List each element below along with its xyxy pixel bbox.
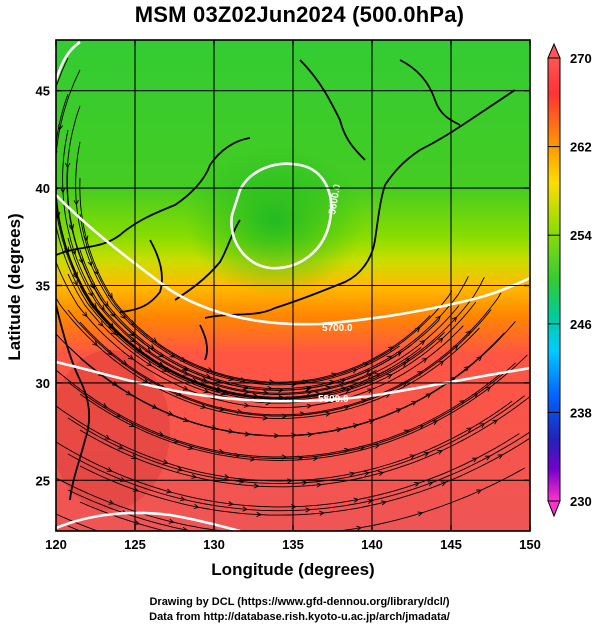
streamline	[67, 525, 82, 531]
streamline	[79, 437, 530, 516]
x-tick-label: 125	[124, 537, 146, 552]
x-axis: 120 125 130 135 140 145 150	[45, 40, 541, 552]
colorbar-bottom-cap	[547, 500, 561, 518]
colorbar-tick-label: 230	[570, 494, 592, 509]
x-tick-label: 120	[45, 537, 67, 552]
colorbar-tick-label: 254	[570, 228, 592, 243]
colorbar-tick-label: 262	[570, 140, 592, 155]
colorbar: 270 262 254 246 238 230	[547, 42, 592, 518]
streamline	[67, 431, 530, 512]
streamline	[67, 489, 194, 531]
colorbar-body	[547, 57, 561, 502]
contour-5600-nw	[56, 40, 81, 81]
streamline	[79, 395, 530, 488]
footer-credit-data: Data from http://database.rish.kyoto-u.a…	[149, 611, 450, 623]
coastlines	[56, 59, 516, 501]
colorbar-tick-label: 246	[570, 317, 592, 332]
lat-lon-grid	[56, 40, 530, 531]
contour-5700	[56, 194, 530, 326]
streamline	[67, 395, 525, 484]
footer-credit-drawing: Drawing by DCL (https://www.gfd-dennou.o…	[149, 596, 450, 608]
colorbar-tick-label: 238	[570, 405, 592, 420]
streamline	[67, 237, 460, 395]
x-tick-label: 140	[361, 537, 383, 552]
chart-title: MSM 03Z02Jun2024 (500.0hPa)	[134, 2, 465, 27]
contour-label-5600: 5600.0	[327, 183, 343, 215]
streamline	[56, 433, 520, 508]
contour-5600-low	[230, 162, 333, 270]
x-tick-label: 135	[282, 537, 304, 552]
y-tick-label: 30	[36, 376, 50, 391]
streamline	[79, 292, 502, 416]
streamline	[56, 57, 69, 89]
streamline	[56, 261, 464, 409]
streamline	[79, 276, 485, 400]
streamline	[79, 321, 516, 437]
x-tick-label: 130	[203, 537, 225, 552]
streamline	[56, 369, 504, 458]
streamline	[67, 362, 516, 459]
contour-south	[56, 511, 241, 531]
colorbar-tick-label: 270	[570, 51, 592, 66]
x-tick-label: 145	[440, 537, 462, 552]
streamline	[62, 129, 377, 394]
streamline-arrow	[56, 187, 58, 193]
y-axis-label: Latitude (degrees)	[5, 213, 24, 360]
y-tick-label: 40	[36, 181, 50, 196]
contour-label-5700: 5700.0	[322, 323, 353, 334]
contour-label-5800: 5800.0	[318, 394, 349, 405]
streamline	[56, 400, 513, 482]
x-tick-label: 150	[519, 537, 541, 552]
y-tick-label: 35	[36, 279, 50, 294]
streamline	[79, 501, 168, 531]
y-tick-label: 25	[36, 473, 50, 488]
streamline	[79, 249, 469, 390]
streamline	[75, 141, 400, 386]
y-axis: 25 30 35 40 45	[36, 84, 530, 488]
streamline	[56, 297, 480, 419]
streamline	[67, 332, 505, 437]
streamline	[56, 93, 333, 399]
streamline	[56, 225, 445, 401]
colorbar-top-cap	[547, 42, 561, 59]
streamline	[79, 213, 453, 384]
y-tick-label: 45	[36, 84, 50, 99]
streamline	[67, 273, 477, 404]
streamline	[79, 354, 528, 461]
streamline	[67, 309, 492, 417]
streamline	[56, 513, 99, 531]
x-axis-label: Longitude (degrees)	[211, 560, 374, 579]
